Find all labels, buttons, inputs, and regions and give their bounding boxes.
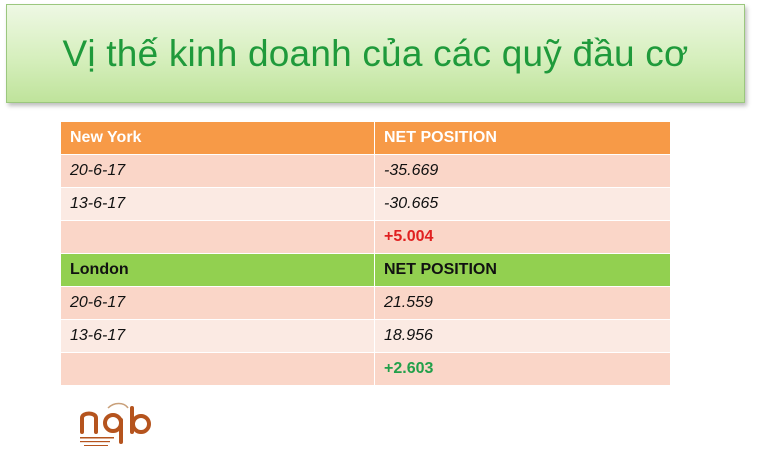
table-row: 13-6-17 18.956: [61, 320, 670, 353]
date-cell: 20-6-17: [61, 287, 375, 319]
empty-cell: [61, 353, 375, 385]
nqb-logo-icon: [78, 402, 168, 450]
table-row-change: +5.004: [61, 221, 670, 254]
header-value-london: NET POSITION: [384, 261, 497, 278]
table-row: 20-6-17 -35.669: [61, 155, 670, 188]
date-cell: 13-6-17: [61, 188, 375, 220]
title-banner: Vị thế kinh doanh của các quỹ đầu cơ: [6, 4, 745, 103]
empty-cell: [61, 221, 375, 253]
header-value-new-york: NET POSITION: [384, 129, 497, 146]
table-header-new-york: New York NET POSITION: [61, 122, 670, 155]
change-value-london: +2.603: [384, 360, 434, 377]
position-cell: -30.665: [384, 195, 439, 212]
position-cell: -35.669: [384, 162, 439, 179]
table-row: 20-6-17 21.559: [61, 287, 670, 320]
date-cell: 13-6-17: [61, 320, 375, 352]
page-title: Vị thế kinh doanh của các quỹ đầu cơ: [62, 32, 689, 74]
position-cell: 21.559: [384, 294, 433, 311]
position-cell: 18.956: [384, 327, 433, 344]
positions-table: New York NET POSITION 20-6-17 -35.669 13…: [61, 122, 670, 386]
date-cell: 20-6-17: [61, 155, 375, 187]
change-value-new-york: +5.004: [384, 228, 434, 245]
header-label-new-york: New York: [61, 122, 375, 154]
table-row-change: +2.603: [61, 353, 670, 386]
table-header-london: London NET POSITION: [61, 254, 670, 287]
table-row: 13-6-17 -30.665: [61, 188, 670, 221]
header-label-london: London: [61, 254, 375, 286]
